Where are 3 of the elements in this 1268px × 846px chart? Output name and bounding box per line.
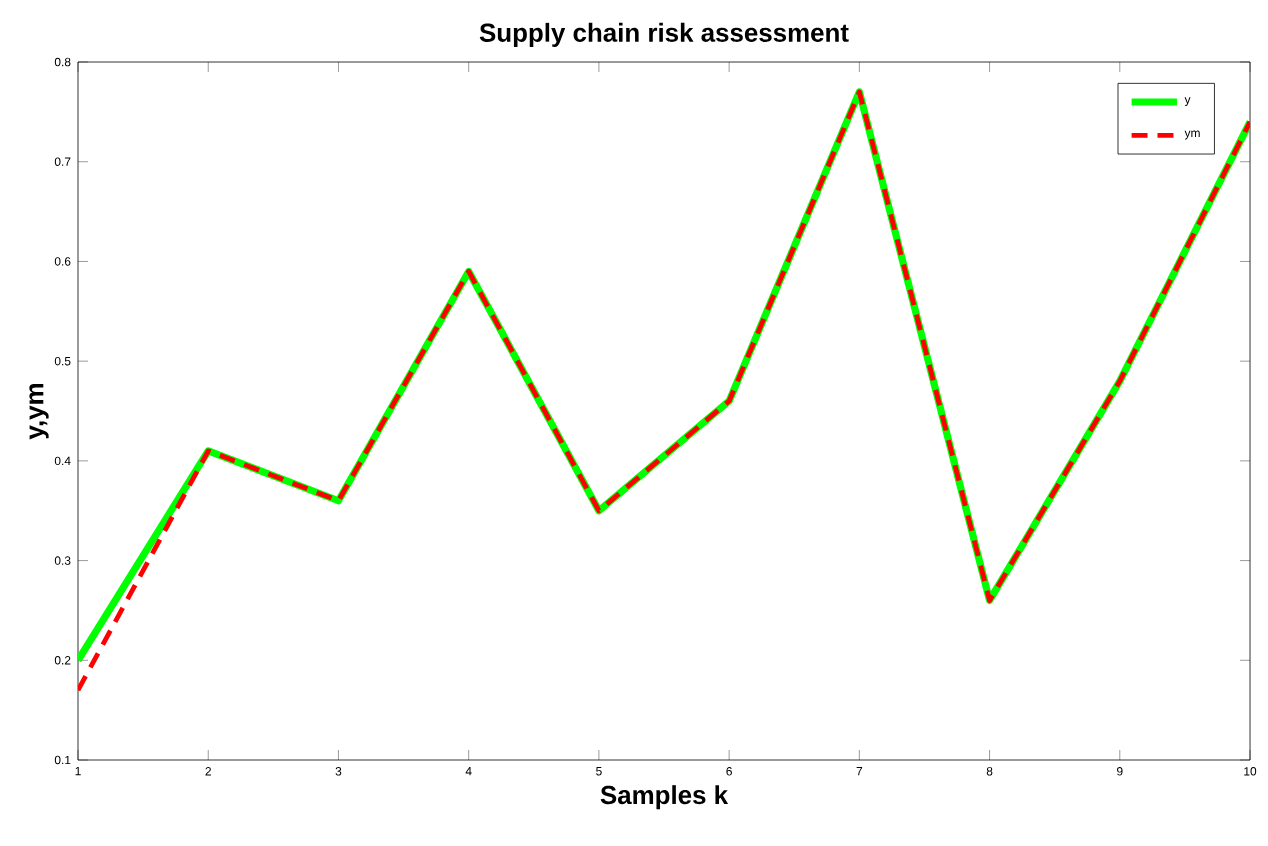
chart-title: Supply chain risk assessment: [479, 22, 849, 48]
y-axis-title: y,ym: [29, 384, 49, 440]
x-axis-title: Samples k: [600, 785, 729, 810]
